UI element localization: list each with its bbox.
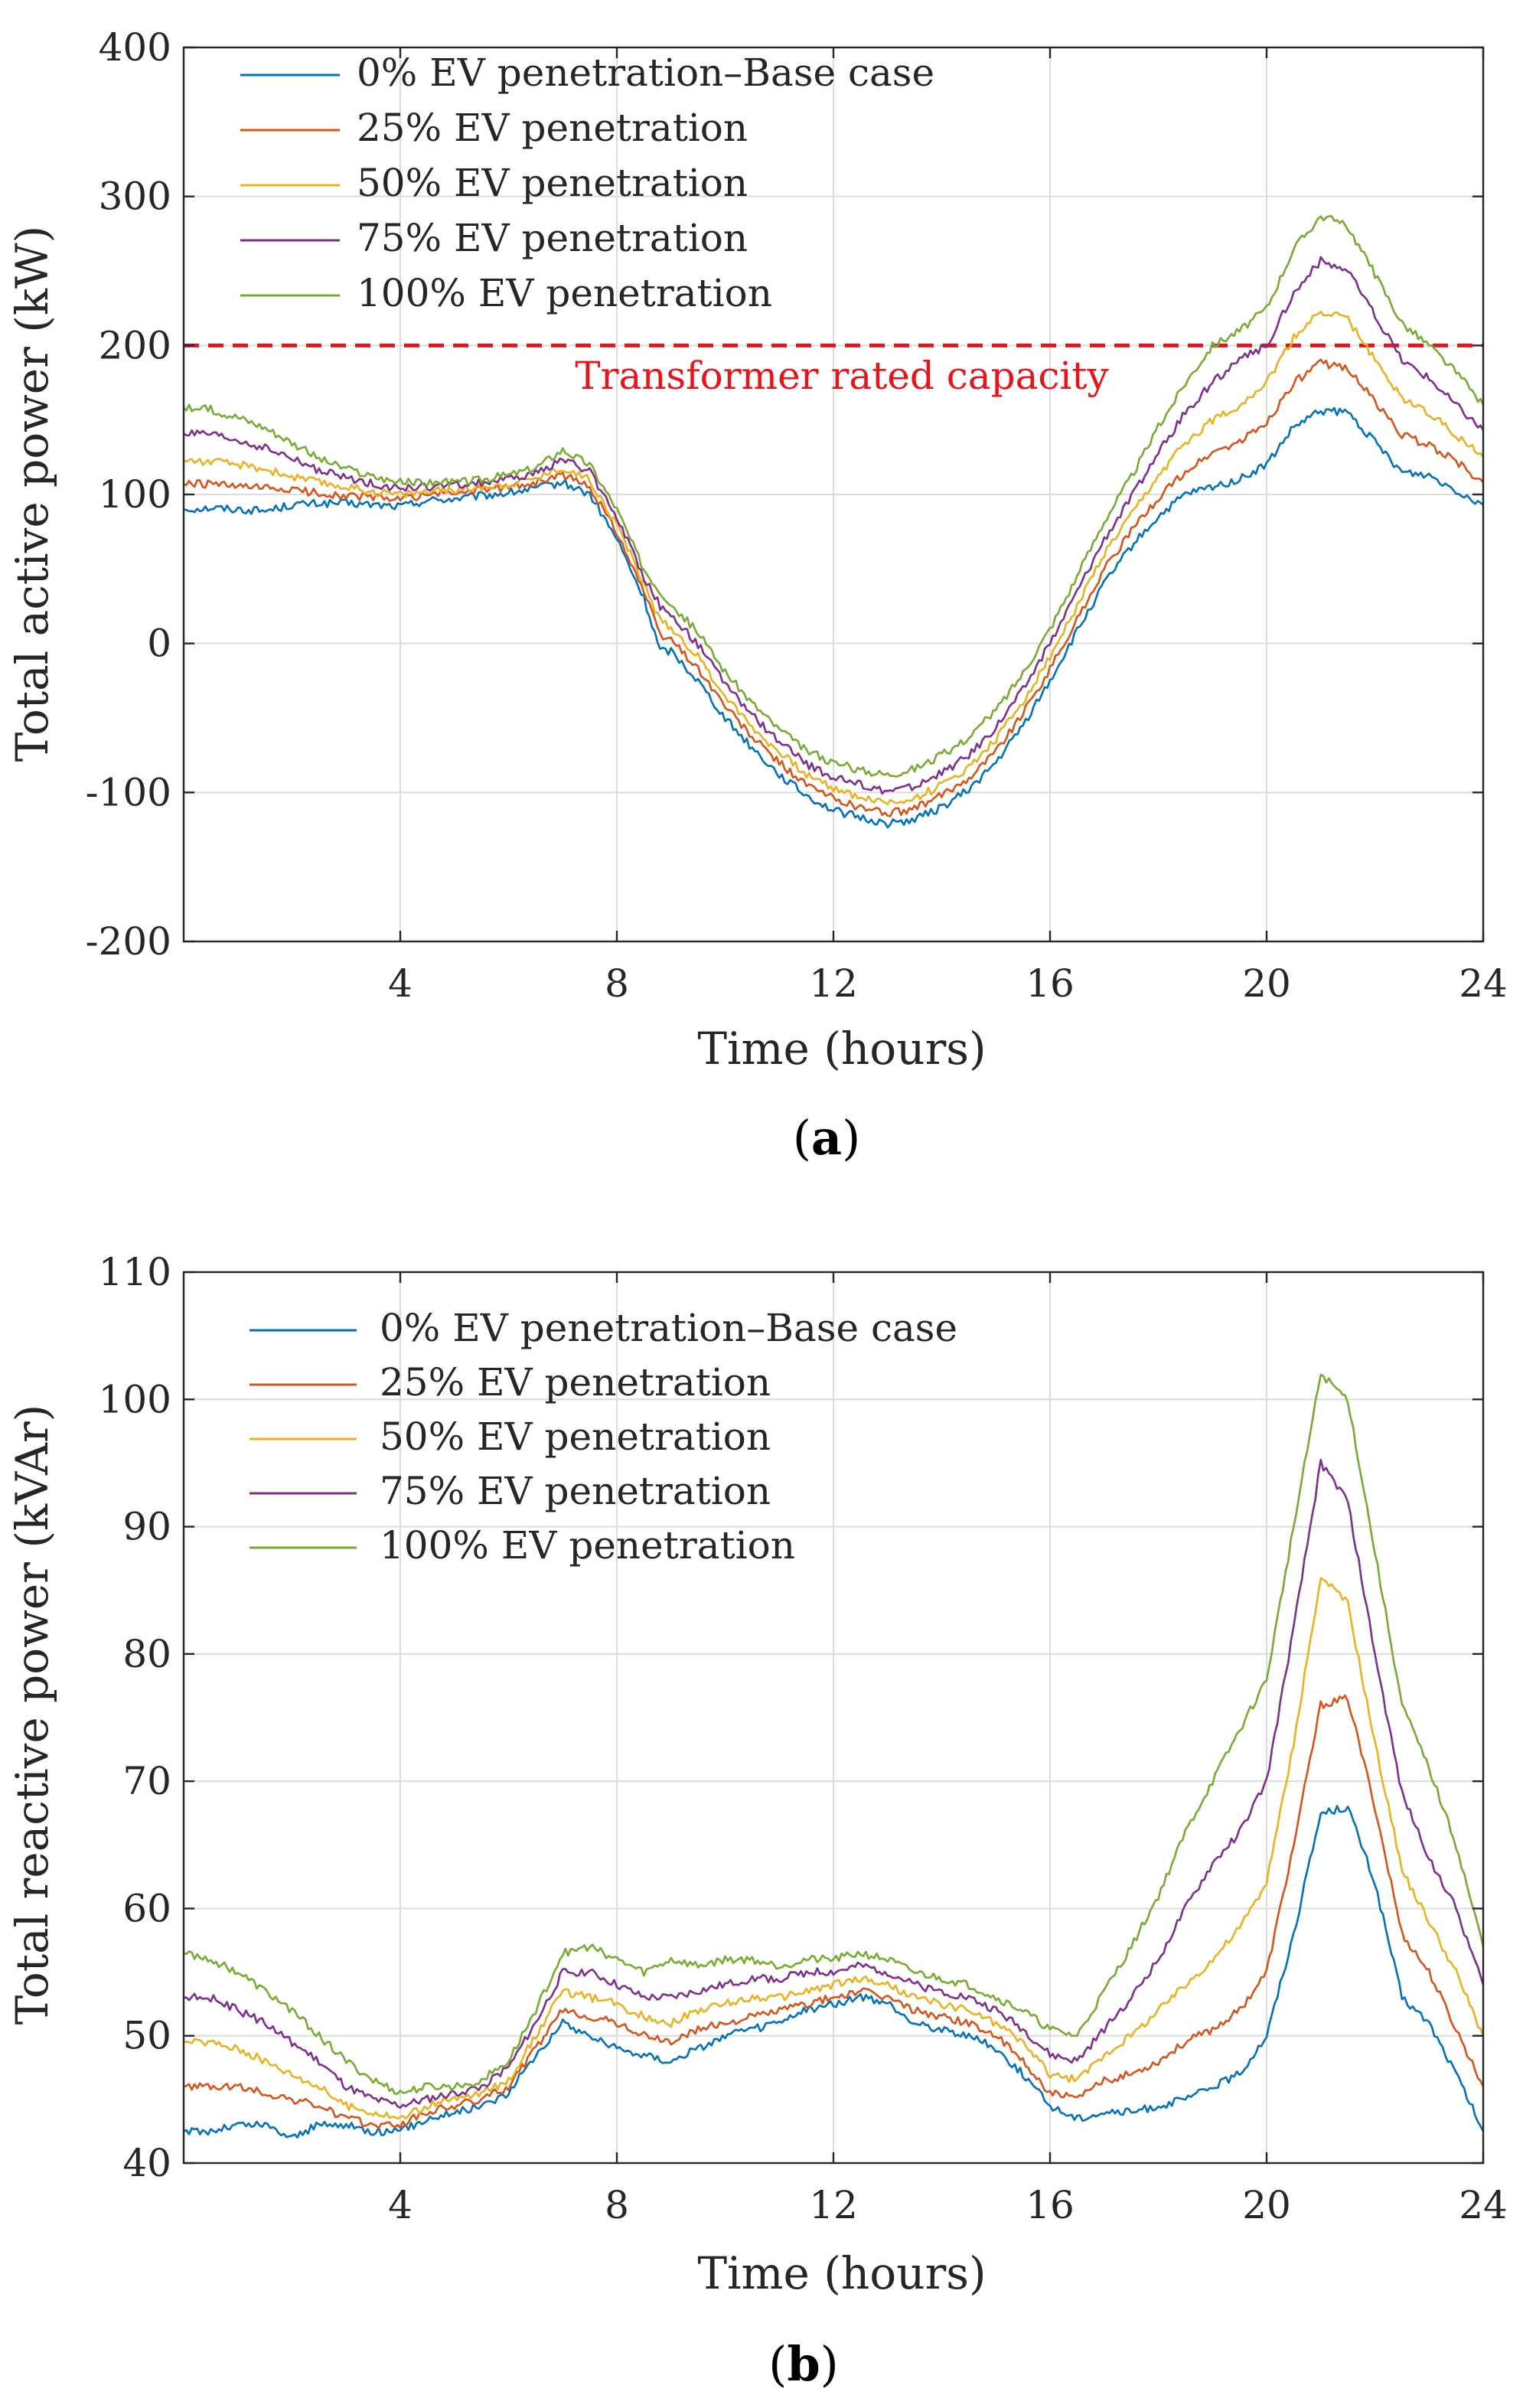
panel-b-caption-open: ( <box>768 2336 787 2392</box>
panel-b-series <box>183 1373 1485 2139</box>
panel-a: 4 8 12 16 20 24 -200 -100 0 100 200 300 400 Transfo… <box>6 25 1508 1166</box>
y-tick-label: 50 <box>122 2014 171 2058</box>
panel-b-caption-letter: b <box>787 2336 820 2392</box>
panel-b-grid <box>184 1272 1483 2163</box>
legend-label: 0% EV penetration–Base case <box>357 51 934 95</box>
series-line-100pct <box>183 1373 1485 2095</box>
panel-b-x-ticks: 4 8 12 16 20 24 <box>388 1272 1508 2227</box>
panel-b-x-axis-label: Time (hours) <box>697 2247 986 2299</box>
legend-label: 25% EV penetration <box>357 106 748 150</box>
series-line-50pct <box>183 1577 1485 2120</box>
x-tick-label: 12 <box>809 2183 858 2227</box>
series-line-base <box>183 406 1484 829</box>
y-tick-label: 110 <box>99 1250 171 1294</box>
panel-a-legend: 0% EV penetration–Base case 25% EV penetr… <box>240 51 934 315</box>
panel-a-x-ticks: 4 8 12 16 20 24 <box>388 47 1508 1006</box>
legend-label: 25% EV penetration <box>380 1360 771 1405</box>
x-tick-label: 12 <box>809 961 858 1006</box>
series-line-100pct <box>183 214 1485 778</box>
y-tick-label: 70 <box>122 1759 171 1803</box>
panel-b-y-axis-label: Total reactive power (kVAr) <box>6 1405 58 2025</box>
panel-a-caption-open: ( <box>793 1110 811 1166</box>
series-line-25pct <box>183 358 1485 817</box>
x-tick-label: 16 <box>1026 2183 1075 2227</box>
y-tick-label: 0 <box>147 622 171 666</box>
y-tick-label: 200 <box>99 323 171 367</box>
legend-label: 100% EV penetration <box>357 271 772 315</box>
x-tick-label: 16 <box>1026 961 1075 1006</box>
panel-a-caption-letter: a <box>811 1110 842 1166</box>
x-tick-label: 24 <box>1459 961 1508 1006</box>
panel-a-y-ticks: -200 -100 0 100 200 300 400 <box>86 25 1483 964</box>
series-line-50pct <box>183 310 1485 805</box>
panel-a-y-axis-label: Total active power (kW) <box>6 226 58 762</box>
x-tick-label: 8 <box>605 2183 629 2227</box>
y-tick-label: -100 <box>86 770 171 814</box>
legend-label: 75% EV penetration <box>380 1469 771 1513</box>
legend-label: 50% EV penetration <box>380 1414 771 1459</box>
x-tick-label: 4 <box>388 2183 413 2227</box>
panel-b-legend: 0% EV penetration–Base case 25% EV penetr… <box>249 1306 957 1568</box>
series-line-base <box>183 1805 1485 2139</box>
panel-b-caption-close: ) <box>820 2336 839 2392</box>
x-tick-label: 20 <box>1242 2183 1291 2227</box>
series-line-75pct <box>183 256 1485 795</box>
panel-b: 4 8 12 16 20 24 40 50 60 70 80 90 100 110 0% EV pene… <box>6 1250 1508 2392</box>
y-tick-label: 100 <box>99 1377 171 1421</box>
panel-a-x-axis-label: Time (hours) <box>697 1023 986 1075</box>
panel-a-caption-close: ) <box>842 1110 860 1166</box>
y-tick-label: 90 <box>122 1505 171 1549</box>
y-tick-label: 60 <box>122 1886 171 1930</box>
legend-label: 0% EV penetration–Base case <box>380 1306 957 1350</box>
panel-a-series <box>183 214 1485 829</box>
panel-b-y-ticks: 40 50 60 70 80 90 100 110 <box>99 1250 1483 2185</box>
y-tick-label: 100 <box>99 472 171 517</box>
panel-a-reference-label: Transformer rated capacity <box>575 354 1109 398</box>
x-tick-label: 4 <box>388 961 413 1006</box>
y-tick-label: 300 <box>99 175 171 219</box>
legend-label: 50% EV penetration <box>357 161 748 205</box>
panel-a-caption: (a) <box>793 1110 861 1166</box>
x-tick-label: 8 <box>605 961 629 1006</box>
y-tick-label: 400 <box>99 25 171 70</box>
legend-label: 100% EV penetration <box>380 1523 795 1568</box>
series-line-25pct <box>183 1694 1485 2129</box>
y-tick-label: -200 <box>86 919 171 964</box>
series-line-75pct <box>183 1458 1485 2109</box>
y-tick-label: 80 <box>122 1632 171 1676</box>
y-tick-label: 40 <box>122 2141 171 2185</box>
panel-b-caption: (b) <box>768 2336 839 2392</box>
legend-label: 75% EV penetration <box>357 216 748 260</box>
x-tick-label: 24 <box>1459 2183 1508 2227</box>
x-tick-label: 20 <box>1242 961 1291 1006</box>
